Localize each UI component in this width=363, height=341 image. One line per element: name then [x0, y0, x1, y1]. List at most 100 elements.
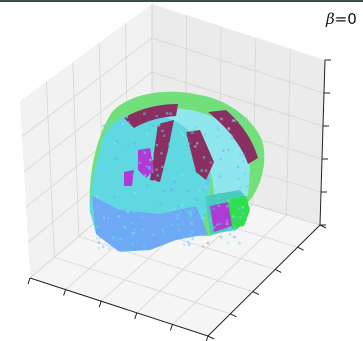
point: [203, 156, 205, 158]
point: [183, 244, 185, 246]
point: [244, 173, 246, 175]
point: [235, 206, 237, 208]
point: [191, 231, 193, 233]
point: [112, 237, 114, 239]
point: [180, 131, 182, 133]
point: [229, 188, 231, 190]
point: [120, 239, 122, 241]
point: [183, 236, 185, 238]
point: [193, 167, 195, 169]
point: [222, 149, 224, 151]
point: [162, 217, 164, 219]
point: [177, 223, 179, 225]
point: [232, 229, 234, 231]
point: [218, 205, 220, 207]
point: [112, 124, 114, 126]
point: [144, 175, 146, 177]
point: [126, 200, 128, 202]
point: [200, 205, 202, 207]
point: [207, 242, 209, 244]
point: [170, 189, 172, 191]
point: [156, 144, 158, 146]
point: [169, 112, 171, 114]
point: [180, 211, 182, 213]
point: [227, 242, 229, 244]
beta-annotation: β=0: [326, 10, 357, 28]
point: [218, 176, 220, 178]
point: [144, 151, 146, 153]
point: [229, 229, 231, 231]
point: [157, 187, 159, 189]
point: [131, 235, 133, 237]
point: [202, 245, 204, 247]
point: [122, 215, 124, 217]
point: [196, 198, 198, 200]
point: [98, 242, 100, 244]
point: [152, 158, 154, 160]
point: [213, 226, 215, 228]
point: [243, 154, 245, 156]
point: [148, 202, 150, 204]
point: [151, 171, 153, 173]
point: [217, 129, 219, 131]
point: [191, 209, 193, 211]
point: [192, 129, 194, 131]
point: [145, 214, 147, 216]
point: [185, 131, 187, 133]
point: [239, 154, 241, 156]
point: [191, 132, 193, 134]
point: [114, 157, 116, 159]
point: [117, 215, 119, 217]
point: [225, 137, 227, 139]
point: [186, 126, 188, 128]
y-tick: [253, 292, 259, 295]
point: [126, 210, 128, 212]
point: [216, 224, 218, 226]
point: [229, 134, 231, 136]
point: [227, 200, 229, 202]
point: [172, 169, 174, 171]
point: [238, 242, 240, 244]
point: [129, 140, 131, 142]
point: [226, 205, 228, 207]
point: [113, 196, 115, 198]
y-tick: [298, 247, 304, 250]
point: [228, 128, 230, 130]
point: [138, 183, 140, 185]
point: [207, 179, 209, 181]
point: [191, 189, 193, 191]
point: [96, 237, 98, 239]
point: [168, 143, 170, 145]
point: [146, 165, 148, 167]
point: [96, 196, 98, 198]
point: [143, 113, 145, 115]
point: [178, 229, 180, 231]
point: [166, 222, 168, 224]
x-tick: [28, 278, 30, 284]
point: [209, 219, 211, 221]
point: [143, 246, 145, 248]
point: [125, 115, 127, 117]
point: [188, 243, 190, 245]
point: [198, 189, 200, 191]
point: [133, 211, 135, 213]
point: [120, 227, 122, 229]
point: [193, 188, 195, 190]
point: [100, 153, 102, 155]
point: [203, 180, 205, 182]
beta-value: =0: [335, 10, 357, 28]
point: [147, 232, 149, 234]
point: [103, 125, 105, 127]
point: [108, 148, 110, 150]
point: [237, 190, 239, 192]
point: [239, 187, 241, 189]
point: [98, 146, 100, 148]
point: [238, 207, 240, 209]
point: [202, 217, 204, 219]
point: [109, 151, 111, 153]
y-tick: [275, 269, 281, 272]
point: [171, 224, 173, 226]
point: [149, 159, 151, 161]
x-tick: [99, 301, 101, 307]
point: [224, 168, 226, 170]
